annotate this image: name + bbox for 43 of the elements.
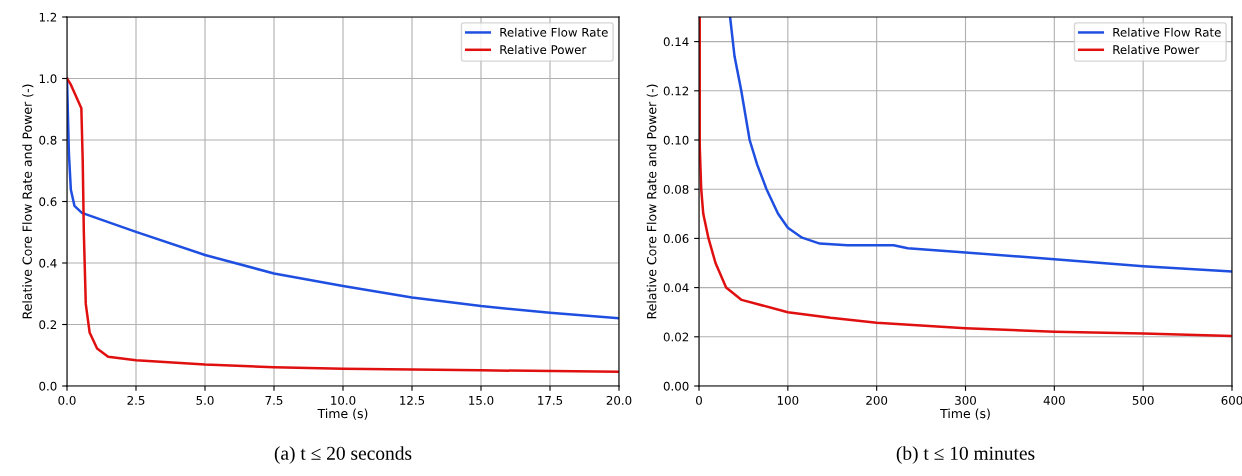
x-tick-label: 5.0	[196, 395, 214, 405]
x-tick-label: 15.0	[469, 395, 494, 405]
line-series	[728, 17, 1232, 273]
x-tick-label: 2.5	[127, 395, 145, 405]
x-tick-label: 300	[955, 395, 976, 405]
x-tick-label: 0	[696, 395, 702, 405]
y-tick-label: 0.10	[663, 135, 689, 145]
text: (b) t ≤ 10 minutes	[896, 446, 1035, 464]
y-tick-label: 1.0	[39, 74, 57, 84]
x-tick-label: 12.5	[400, 395, 425, 405]
x-tick-label: 17.5	[538, 396, 563, 405]
x-tick-label: 600	[1221, 395, 1242, 405]
y-axis-title: Relative Core Flow Rate and Power (-)	[22, 84, 34, 319]
y-tick-label: 0.6	[39, 197, 57, 207]
y-tick-label: 0.14	[663, 37, 689, 47]
y-axis-title: Relative Core Flow Rate and Power (-)	[646, 84, 658, 319]
x-tick-label: 20.0	[606, 395, 632, 405]
y-tick-label: 0.00	[663, 381, 689, 391]
y-tick-label: 0.0	[39, 381, 57, 391]
y-tick-label: 0.8	[39, 135, 57, 145]
y-tick-label: 0.06	[663, 234, 689, 244]
y-tick-label: 0.12	[663, 86, 689, 96]
y-tick-label: 0.02	[663, 332, 689, 342]
y-tick-label: 0.4	[39, 258, 57, 268]
legend-label: Relative Flow Rate	[500, 27, 608, 37]
legend-label: Relative Power	[1113, 44, 1200, 55]
x-tick-label: 7.5	[265, 396, 283, 405]
x-tick-label: 100	[777, 395, 799, 405]
x-axis-title: Time (s)	[940, 408, 990, 420]
x-axis-title: Time (s)	[317, 408, 368, 420]
line-series	[67, 77, 619, 374]
x-tick-label: 200	[866, 395, 888, 405]
x-tick-label: 400	[1043, 395, 1065, 405]
text: (a) t ≤ 20 seconds	[274, 446, 412, 464]
y-tick-label: 0.2	[39, 320, 57, 330]
x-tick-label: 0.0	[58, 395, 76, 405]
x-tick-label: 500	[1132, 395, 1154, 405]
legend-label: Relative Flow Rate	[1113, 27, 1221, 37]
y-tick-label: 1.2	[39, 12, 57, 22]
legend-label: Relative Power	[500, 44, 587, 55]
x-tick-label: 10.0	[331, 395, 356, 405]
y-tick-label: 0.04	[663, 283, 689, 293]
y-tick-label: 0.08	[663, 184, 689, 194]
